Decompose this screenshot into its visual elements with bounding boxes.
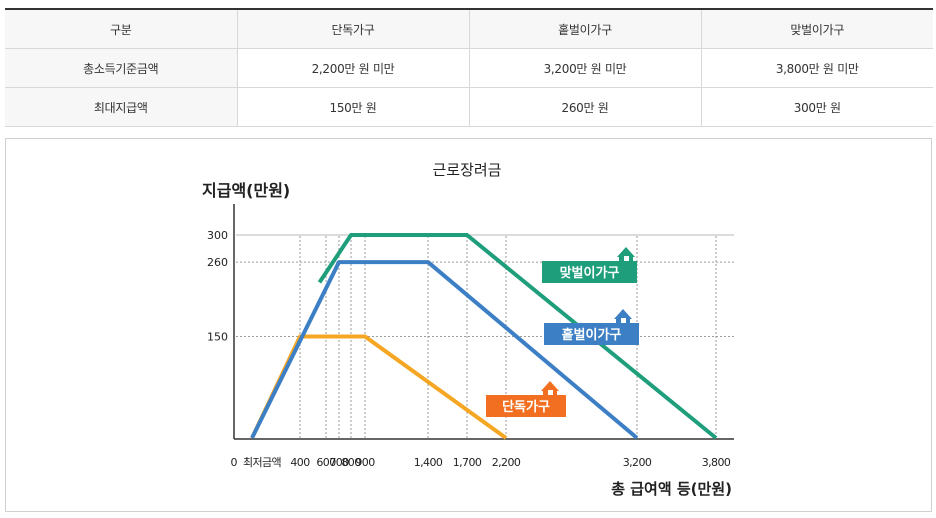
earned-income-credit-chart: 근로장려금 지급액(만원) 총 급여액 등(만원) 0 150 260 300 최저금…: [202, 161, 734, 498]
x-axis-label: 총 급여액 등(만원): [611, 480, 732, 498]
series-label: 맞벌이가구: [560, 265, 620, 281]
x-tick-label: 3,800: [702, 456, 731, 469]
table-cell: 150만 원: [236, 87, 469, 127]
series-label-box: [486, 395, 566, 417]
series-label: 홑벌이가구: [562, 327, 622, 343]
chart-title: 근로장려금: [432, 161, 501, 179]
series-label: 단독가구: [502, 399, 550, 415]
series-label-box: [542, 261, 637, 283]
row-label-income-threshold: 총소득기준금액: [5, 48, 237, 88]
x-tick-label: 최저금액: [243, 456, 281, 469]
y-tick-label: 150: [207, 331, 228, 344]
series-line: [250, 260, 639, 440]
series-line: [250, 334, 508, 440]
x-tick-label: 800: [341, 456, 361, 469]
house-window-icon: [624, 256, 629, 261]
x-tick-label: 1,400: [414, 456, 443, 469]
x-tick-label: 600: [316, 456, 336, 469]
chart-container: 근로장려금 지급액(만원) 총 급여액 등(만원) 0 150 260 300 최저금…: [5, 138, 932, 512]
series-label-box: [544, 323, 639, 345]
x-tick-label: 900: [355, 456, 375, 469]
table-row: 총소득기준금액 2,200만 원 미만 3,200만 원 미만 3,800만 원…: [5, 48, 933, 88]
row-label-max-payment: 최대지급액: [5, 87, 237, 127]
header-single: 단독가구: [236, 8, 469, 49]
table-cell: 2,200만 원 미만: [236, 48, 469, 88]
x-tick-label: 3,200: [623, 456, 652, 469]
table-row: 최대지급액 150만 원 260만 원 300만 원: [5, 87, 933, 127]
x-tick-label: 2,200: [492, 456, 521, 469]
house-window-icon: [621, 318, 626, 323]
house-window-icon: [548, 390, 553, 395]
header-dual-earner: 맞벌이가구: [700, 8, 933, 49]
axes: [233, 204, 734, 440]
x-tick-label: 700: [329, 456, 349, 469]
payment-criteria-table: 구분 단독가구 홑벌이가구 맞벌이가구 총소득기준금액 2,200만 원 미만 …: [5, 8, 933, 127]
x-tick-label: 1,700: [453, 456, 482, 469]
origin-label: 0: [231, 456, 238, 469]
header-category: 구분: [5, 8, 237, 49]
y-tick-label: 300: [207, 229, 228, 242]
table-cell: 3,800만 원 미만: [700, 48, 933, 88]
table-cell: 300만 원: [700, 87, 933, 127]
series-labels: 단독가구 홑벌이가구 맞벌이가구: [486, 247, 639, 417]
table-cell: 260만 원: [468, 87, 701, 127]
table-header-row: 구분 단독가구 홑벌이가구 맞벌이가구: [5, 8, 933, 49]
header-single-earner: 홑벌이가구: [468, 8, 701, 49]
y-axis-label: 지급액(만원): [202, 181, 290, 200]
y-tick-label: 260: [207, 256, 228, 269]
x-tick-label: 400: [290, 456, 310, 469]
table-cell: 3,200만 원 미만: [468, 48, 701, 88]
